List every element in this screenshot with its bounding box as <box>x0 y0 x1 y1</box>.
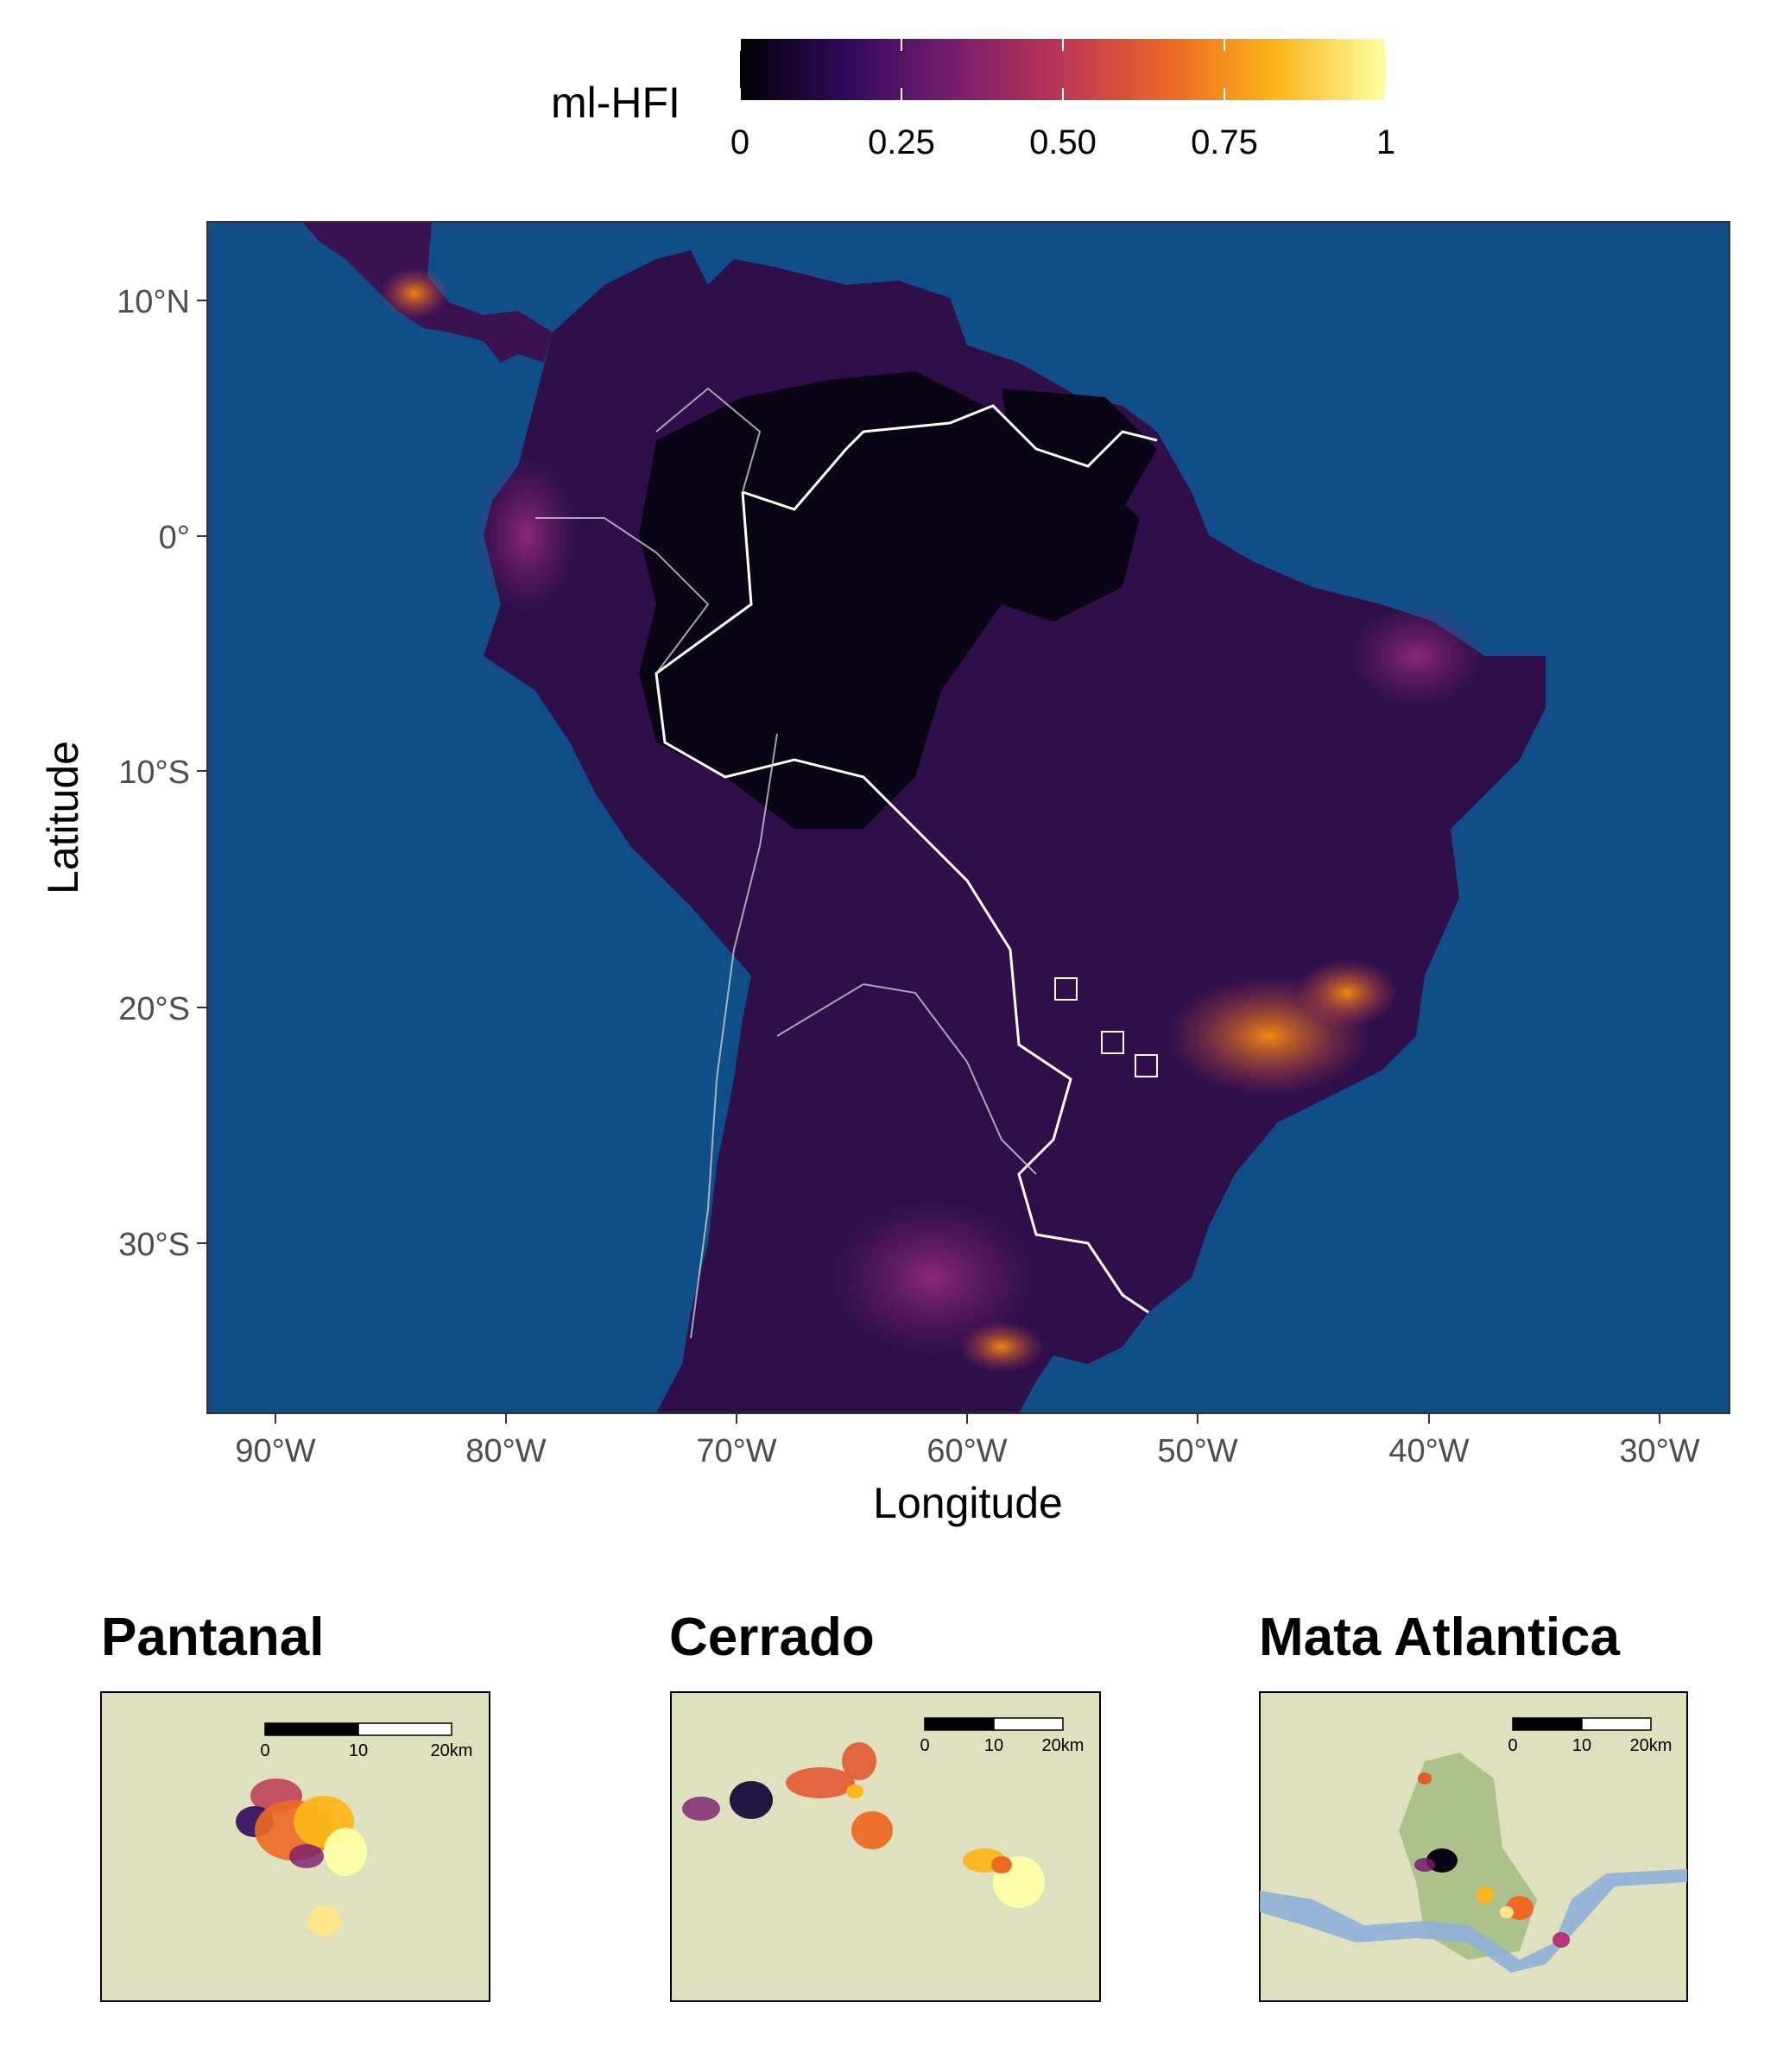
scalebar-label-0: 0 <box>260 1741 269 1760</box>
y-tick-label-4: 30°S <box>118 1227 190 1263</box>
x-tick-label-3: 60°W <box>926 1433 1007 1469</box>
y-tick-label-2: 10°S <box>118 755 190 791</box>
scalebar-label-20km: 20km <box>431 1741 473 1760</box>
scalebar-label-0: 0 <box>1508 1736 1517 1755</box>
study-area-cerrado-marker <box>1101 1031 1124 1054</box>
brazil-border <box>655 404 1158 1314</box>
y-tick-label-0: 10°N <box>117 284 190 320</box>
inset-map-cerrado <box>670 1691 1101 2002</box>
scalebar-mata-atlantica: 0 10 20km <box>1508 1717 1673 1755</box>
x-tick-label-5: 40°W <box>1388 1433 1469 1469</box>
y-axis-ticks <box>197 300 207 1244</box>
scalebar-pantanal: 0 10 20km <box>260 1722 473 1760</box>
central-america-hfi <box>380 268 449 319</box>
scalebar-label-10: 10 <box>349 1741 368 1760</box>
scalebar-label-0: 0 <box>920 1736 929 1755</box>
x-tick-label-6: 30°W <box>1619 1433 1699 1469</box>
inset-title-pantanal: Pantanal <box>101 1608 324 1667</box>
x-tick-label-1: 80°W <box>465 1433 546 1469</box>
rio-high-hfi <box>1295 958 1399 1027</box>
gps-points-mata-atlantica <box>1414 1772 1570 1948</box>
inset-title-cerrado: Cerrado <box>669 1608 875 1667</box>
northeast-brazil-hfi <box>1347 604 1485 708</box>
main-map-panel: 10°N 0° 10°S 20°S 30°S Latitude 90°W 80°… <box>39 221 1730 1527</box>
inset-title-mata-atlantica: Mata Atlantica <box>1259 1608 1621 1667</box>
study-area-pantanal-marker <box>1054 977 1078 1001</box>
legend-title: ml-HFI <box>551 79 680 127</box>
scalebar-label-20km: 20km <box>1042 1736 1085 1755</box>
inset-mata-atlantica: Mata Atlantica 0 10 20km <box>1259 1608 1688 2002</box>
y-tick-label-3: 20°S <box>118 991 190 1027</box>
colorbar-ticks <box>739 39 1387 100</box>
legend-tick-4: 1 <box>1376 123 1395 161</box>
inset-cerrado: Cerrado 0 10 20km <box>669 1608 1101 2002</box>
scalebar-label-10: 10 <box>984 1736 1003 1755</box>
colorbar-legend: ml-HFI 0 0.25 0.50 0.75 1 <box>551 39 1395 161</box>
gps-points-cerrado <box>682 1742 1045 1908</box>
buenos-aires-high-hfi <box>958 1321 1045 1373</box>
legend-tick-0: 0 <box>730 123 749 161</box>
x-axis-title: Longitude <box>873 1479 1063 1527</box>
guiana-low-hfi-region <box>1002 388 1157 509</box>
map-frame <box>206 221 1730 1414</box>
x-axis-ticks <box>275 1413 1660 1424</box>
legend-tick-2: 0.50 <box>1029 123 1097 161</box>
x-tick-label-4: 50°W <box>1157 1433 1237 1469</box>
study-area-mata-atlantica-marker <box>1135 1054 1158 1077</box>
legend-tick-1: 0.25 <box>868 123 935 161</box>
scalebar-label-20km: 20km <box>1630 1736 1673 1755</box>
amazon-low-hfi-region <box>639 371 1140 829</box>
pampas-hfi <box>829 1200 1036 1355</box>
country-borders <box>535 387 1037 1339</box>
scalebar-cerrado: 0 10 20km <box>920 1717 1085 1755</box>
y-tick-label-1: 0° <box>159 520 190 556</box>
y-axis-title: Latitude <box>39 741 87 894</box>
x-tick-label-2: 70°W <box>696 1433 776 1469</box>
river <box>1260 1869 1687 1973</box>
inset-pantanal: Pantanal 0 10 20km <box>100 1608 490 2002</box>
scalebar-label-10: 10 <box>1572 1736 1591 1755</box>
legend-tick-3: 0.75 <box>1191 123 1258 161</box>
gps-points-pantanal <box>236 1778 367 1936</box>
andes-north-hfi <box>475 458 579 613</box>
x-tick-label-0: 90°W <box>235 1433 315 1469</box>
